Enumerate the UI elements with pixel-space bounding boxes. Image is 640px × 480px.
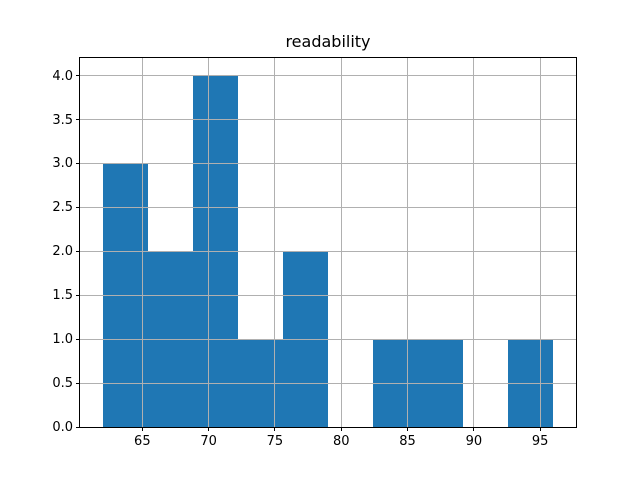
x-tick-label: 85 (399, 434, 416, 449)
y-tick-label: 1.0 (52, 332, 73, 348)
x-gridline (340, 58, 342, 427)
y-tick-label: 3.0 (52, 156, 73, 172)
x-tick-label: 95 (531, 434, 549, 449)
y-gridline (80, 294, 576, 296)
x-tick-label: 80 (332, 434, 350, 449)
y-tick-mark (76, 382, 80, 384)
y-gridline (80, 206, 576, 208)
x-tick-mark (340, 427, 342, 431)
y-tick-mark (76, 119, 80, 120)
y-tick-mark (76, 206, 80, 208)
y-gridline (80, 426, 576, 428)
y-tick-mark (76, 250, 80, 252)
x-tick-mark (141, 427, 143, 431)
y-tick-label: 0.0 (52, 420, 73, 435)
x-gridline (473, 58, 475, 427)
y-tick-label: 1.5 (52, 288, 73, 304)
y-tick-mark (76, 75, 80, 77)
y-gridline (80, 382, 576, 384)
y-tick-label: 2.0 (52, 244, 73, 260)
y-tick-mark (76, 294, 80, 296)
x-gridline (208, 58, 210, 427)
x-tick-mark (473, 427, 475, 431)
x-gridline (274, 58, 276, 427)
x-tick-mark (274, 427, 276, 431)
x-gridline (539, 58, 541, 427)
chart-title: readability (285, 32, 371, 51)
x-tick-label: 70 (200, 434, 217, 449)
y-tick-label: 4.0 (52, 68, 73, 84)
y-gridline (80, 338, 576, 340)
x-tick-label: 65 (134, 434, 151, 449)
x-tick-mark (407, 427, 409, 431)
y-tick-mark (76, 426, 80, 428)
x-tick-mark (539, 427, 541, 431)
y-tick-mark (76, 338, 80, 340)
y-tick-label: 2.5 (52, 200, 73, 216)
x-gridline (407, 58, 409, 427)
x-gridline (141, 58, 143, 427)
x-tick-label: 75 (266, 434, 284, 449)
x-tick-mark (208, 427, 210, 431)
y-tick-label: 0.5 (52, 376, 73, 392)
plot-area (80, 58, 576, 428)
y-gridline (80, 162, 576, 164)
y-gridline (80, 75, 576, 77)
y-tick-mark (76, 162, 80, 164)
y-gridline (80, 119, 576, 120)
x-tick-label: 90 (465, 434, 483, 449)
y-tick-label: 3.5 (52, 112, 73, 128)
y-gridline (80, 250, 576, 252)
